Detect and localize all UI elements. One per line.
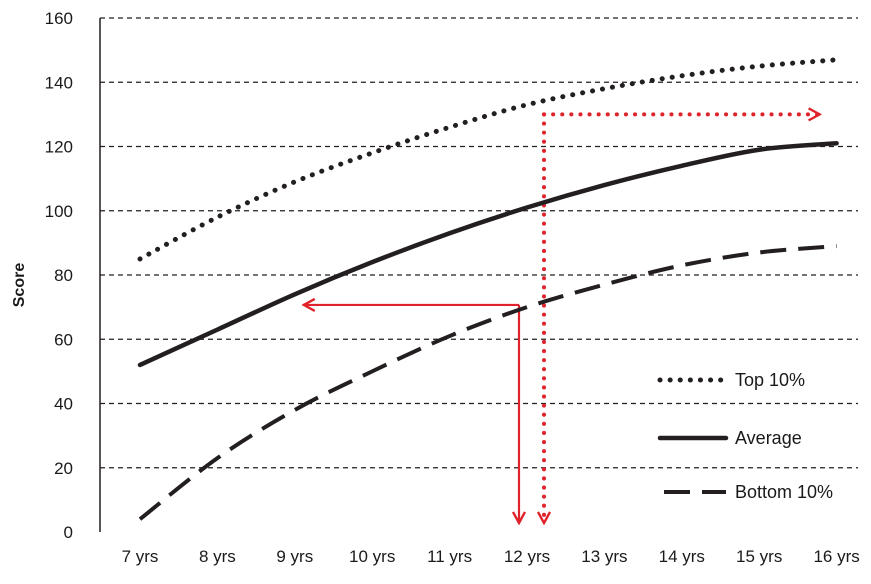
legend: Top 10% Average Bottom 10% <box>660 370 833 502</box>
x-tick-label: 13 yrs <box>581 547 627 566</box>
y-tick-label: 60 <box>54 330 73 349</box>
y-tick-label: 120 <box>45 138 73 157</box>
series-lines <box>140 60 837 519</box>
x-tick-label: 10 yrs <box>349 547 395 566</box>
x-tick-label: 16 yrs <box>813 547 859 566</box>
x-tick-label: 12 yrs <box>504 547 550 566</box>
x-tick-label: 7 yrs <box>122 547 159 566</box>
y-tick-label: 20 <box>54 459 73 478</box>
y-tick-label: 140 <box>45 73 73 92</box>
x-tick-label: 9 yrs <box>276 547 313 566</box>
y-tick-label: 40 <box>54 395 73 414</box>
x-tick-label: 8 yrs <box>199 547 236 566</box>
y-tick-label: 160 <box>45 9 73 28</box>
gridlines <box>100 18 858 468</box>
series-line <box>140 143 837 365</box>
y-tick-label: 80 <box>54 266 73 285</box>
series-line <box>140 246 837 519</box>
legend-label: Average <box>735 428 802 448</box>
legend-label: Top 10% <box>735 370 805 390</box>
annotations <box>305 114 819 522</box>
series-line <box>140 60 837 259</box>
axes: 0 20 40 60 80 100 120 140 160 Score 7 yrs 8 yrs 9 yr… <box>11 9 860 566</box>
x-tick-label: 15 yrs <box>736 547 782 566</box>
y-tick-label: 0 <box>64 523 73 542</box>
legend-label: Bottom 10% <box>735 482 833 502</box>
y-axis-title: Score <box>11 263 28 308</box>
y-tick-label: 100 <box>45 202 73 221</box>
x-tick-label: 11 yrs <box>427 547 472 566</box>
x-tick-label: 14 yrs <box>659 547 705 566</box>
